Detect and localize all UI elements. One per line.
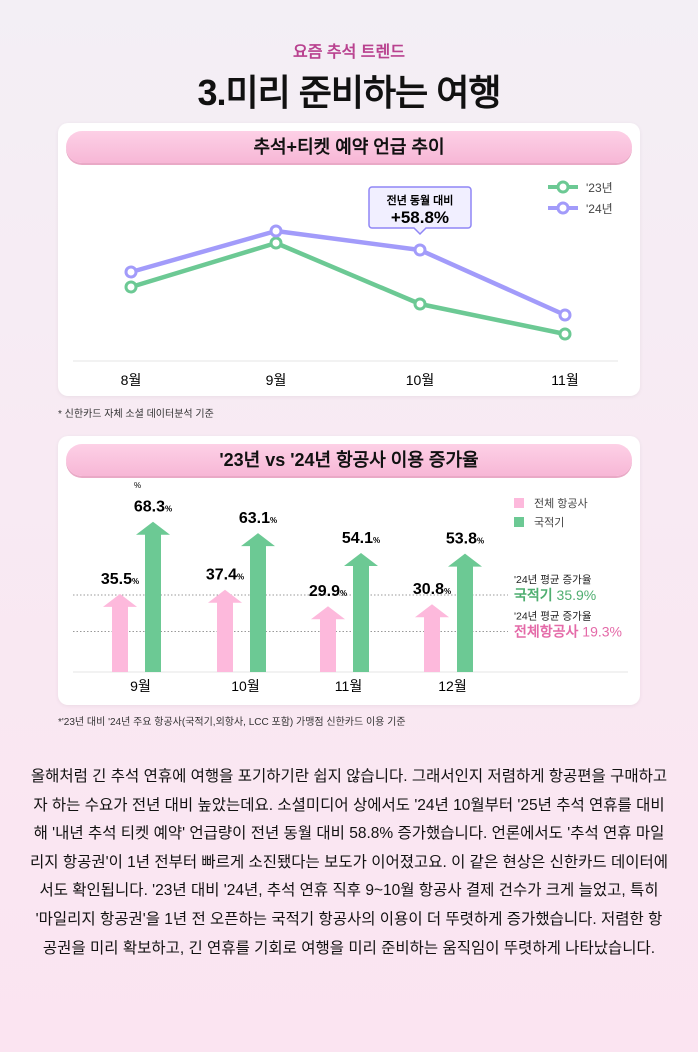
reference-value: 전체항공사 19.3% <box>514 624 622 640</box>
stray-unit-label: % <box>134 481 141 490</box>
x-tick-label: 9월 <box>130 678 151 694</box>
reference-value: 국적기 35.9% <box>514 587 596 603</box>
legend-label: '24년 <box>586 202 613 216</box>
data-label: 35.5% <box>101 571 139 588</box>
reference-caption: '24년 평균 증가율 <box>514 574 592 586</box>
legend-label: '23년 <box>586 181 613 195</box>
bar-chart: 35.5% 68.3% 9월 37.4% 63.1% 10월 29.9% 54.1% 11월 30… <box>73 481 628 694</box>
line-chart-title: 추석+티켓 예약 언급 추이 <box>66 131 632 163</box>
series-line-1 <box>130 228 566 318</box>
bar-arrow <box>344 552 378 672</box>
data-label: 68.3% <box>134 499 172 516</box>
bar-chart-note: *'23년 대비 '24년 주요 항공사(국적기,외항사, LCC 포함) 가맹… <box>58 717 406 728</box>
section-subtitle: 요즘 추석 트렌드 <box>293 44 405 61</box>
data-label: 29.9% <box>309 583 347 600</box>
bar-arrow <box>448 553 482 672</box>
legend-swatch <box>514 498 524 508</box>
bar-chart-title: '23년 vs '24년 항공사 이용 증가율 <box>66 444 632 476</box>
x-tick-label: 8월 <box>121 372 142 388</box>
legend-marker <box>556 201 570 215</box>
x-tick-label: 10월 <box>406 372 434 388</box>
data-point <box>269 236 283 250</box>
x-tick-label: 10월 <box>231 678 259 694</box>
data-point <box>124 280 138 294</box>
legend-label: 국적기 <box>534 516 564 529</box>
data-label: 53.8% <box>446 531 484 548</box>
data-point <box>558 327 572 341</box>
x-tick-label: 12월 <box>438 678 466 694</box>
legend-swatch <box>514 517 524 527</box>
annotation-label: 전년 동월 대비 <box>387 193 454 207</box>
bar-chart-card: '23년 vs '24년 항공사 이용 증가율 35.5% 68.3% 9월 37.4… <box>58 436 640 705</box>
reference-caption: '24년 평균 증가율 <box>514 611 592 623</box>
bar-arrow <box>136 521 170 672</box>
bar-arrow <box>415 604 449 672</box>
data-point <box>269 224 283 238</box>
bar-arrow <box>311 606 345 672</box>
data-point <box>413 243 427 257</box>
data-point <box>558 308 572 322</box>
legend-label: 전체 항공사 <box>534 497 588 510</box>
body-paragraph: 올해처럼 긴 추석 연휴에 여행을 포기하기란 쉽지 않습니다. 그래서인지 저… <box>30 768 668 957</box>
annotation-value: +58.8% <box>391 208 449 227</box>
bar-arrow <box>103 593 137 672</box>
bar-arrow <box>241 533 275 672</box>
x-tick-label: 11월 <box>551 372 578 388</box>
legend-marker <box>556 180 570 194</box>
data-point <box>124 265 138 279</box>
data-label: 63.1% <box>239 510 277 527</box>
bar-arrow <box>208 589 242 672</box>
line-chart-card: 추석+티켓 예약 언급 추이 8월 9월 10월 11월 '23년 '24년 전년 동월 대… <box>58 123 640 396</box>
data-label: 37.4% <box>206 567 244 584</box>
annotation-callout <box>368 186 472 236</box>
x-tick-label: 9월 <box>266 372 287 388</box>
series-line-0 <box>130 240 566 337</box>
x-tick-label: 11월 <box>335 678 362 694</box>
line-chart: 8월 9월 10월 11월 '23년 '24년 전년 동월 대비+58.8% <box>73 180 618 388</box>
page-title: 3.미리 준비하는 여행 <box>197 72 502 113</box>
data-point <box>413 297 427 311</box>
line-chart-note: * 신한카드 자체 소셜 데이터분석 기준 <box>58 409 214 420</box>
data-label: 54.1% <box>342 530 380 547</box>
data-label: 30.8% <box>413 581 451 598</box>
